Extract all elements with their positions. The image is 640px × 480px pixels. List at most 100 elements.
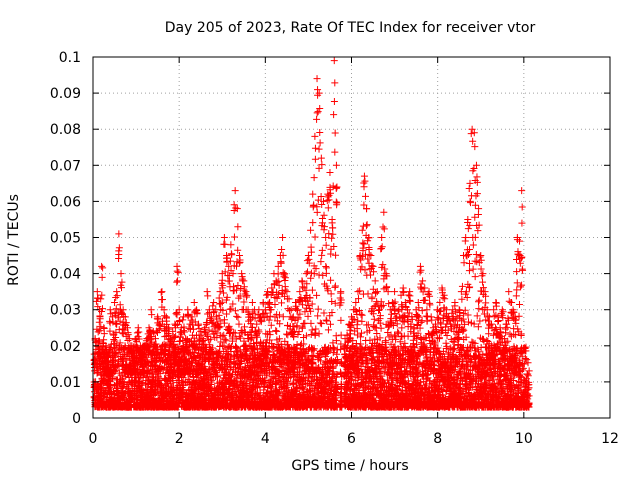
data-point (273, 327, 281, 335)
data-point (241, 341, 249, 349)
data-point (266, 312, 274, 320)
data-point (94, 294, 102, 302)
data-point (235, 252, 243, 260)
data-point (327, 276, 335, 284)
data-point (157, 288, 165, 296)
data-point (106, 384, 114, 392)
data-point (230, 233, 238, 241)
data-point (233, 205, 241, 213)
data-point (116, 339, 124, 347)
data-point (100, 336, 108, 344)
data-point (118, 284, 126, 292)
data-point (111, 337, 119, 345)
data-point (337, 316, 345, 324)
data-point (115, 244, 123, 252)
data-point (307, 243, 315, 251)
data-point (93, 288, 101, 296)
data-point (330, 111, 338, 119)
data-point (100, 324, 108, 332)
data-point (357, 329, 365, 337)
data-point (313, 75, 321, 83)
data-point (337, 288, 345, 296)
data-point (111, 298, 119, 306)
data-point (124, 329, 132, 337)
data-point (236, 334, 244, 342)
data-point (172, 310, 180, 318)
data-point (227, 241, 235, 249)
data-point (279, 313, 287, 321)
data-point (313, 115, 321, 123)
data-point (204, 292, 212, 300)
data-point (107, 352, 115, 360)
data-point (320, 211, 328, 219)
data-point (318, 246, 326, 254)
data-point (99, 339, 107, 347)
data-point (173, 262, 181, 270)
data-point (309, 190, 317, 198)
data-point (173, 278, 181, 286)
data-point (100, 330, 108, 338)
data-point (233, 312, 241, 320)
data-point (278, 246, 286, 254)
data-point (316, 129, 324, 137)
data-point (111, 356, 119, 364)
data-point (314, 108, 322, 116)
data-point (203, 288, 211, 296)
data-point (272, 327, 280, 335)
data-point (279, 234, 287, 241)
data-point (134, 324, 142, 332)
data-point (362, 222, 370, 230)
data-point (317, 154, 325, 162)
data-point (112, 366, 120, 374)
data-point (329, 230, 337, 238)
data-point (310, 174, 318, 182)
data-point (95, 364, 103, 372)
data-point (144, 366, 152, 374)
data-point (326, 169, 334, 177)
data-point (90, 356, 98, 364)
data-point (93, 366, 101, 374)
data-point (333, 199, 341, 207)
data-point (174, 268, 182, 276)
data-point (133, 329, 141, 337)
data-point (248, 298, 256, 306)
data-point (358, 226, 366, 234)
data-point (330, 97, 338, 105)
data-point (231, 307, 239, 315)
data-point (327, 290, 335, 298)
data-point (259, 298, 267, 306)
data-point (332, 184, 340, 192)
data-point (148, 311, 156, 319)
data-point (331, 79, 339, 87)
data-point (225, 271, 233, 279)
data-point (332, 251, 340, 259)
data-point (113, 292, 121, 300)
data-point (117, 270, 125, 278)
data-point (210, 298, 218, 306)
data-point (330, 57, 338, 65)
data-point (106, 327, 114, 335)
data-point (332, 161, 340, 169)
data-point (314, 86, 322, 94)
data-point (307, 274, 315, 282)
data-point (313, 291, 321, 299)
data-point (234, 223, 242, 231)
data-point (314, 305, 322, 313)
data-point (112, 319, 120, 327)
data-point (97, 355, 105, 363)
data-point (358, 317, 366, 325)
data-point (119, 306, 127, 314)
data-point (311, 155, 319, 163)
data-point (363, 221, 371, 229)
data-point (322, 234, 330, 241)
data-point (146, 328, 154, 336)
data-point (97, 295, 105, 303)
data-point (98, 305, 106, 313)
data-point (318, 251, 326, 259)
data-point (298, 277, 306, 285)
data-point (331, 282, 339, 290)
data-point (329, 224, 337, 232)
data-point (99, 264, 107, 272)
data-point (364, 290, 372, 298)
